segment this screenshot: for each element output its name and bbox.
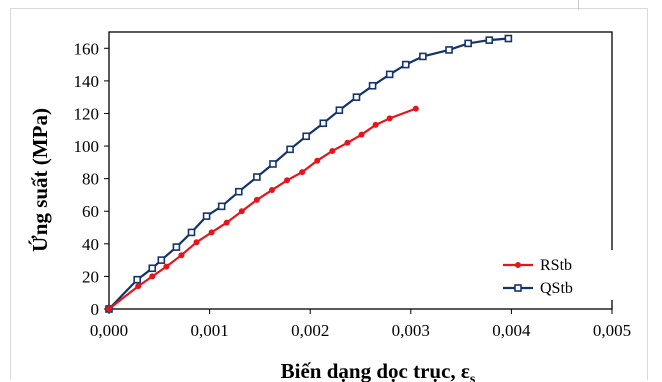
data-point (515, 262, 521, 268)
chart-frame (10, 8, 648, 380)
x-tick-label: 0,000 (90, 321, 128, 340)
data-point (368, 81, 377, 90)
y-tick-label: 40 (82, 235, 99, 254)
series-layer (105, 34, 513, 313)
x-tick-label: 0,004 (492, 321, 531, 340)
data-point (268, 187, 275, 194)
data-point (157, 256, 166, 264)
data-point (208, 229, 215, 236)
data-point (344, 139, 351, 146)
series-line (108, 107, 417, 310)
data-point (445, 46, 453, 54)
data-point (178, 252, 185, 259)
data-point (504, 34, 513, 43)
edge-mark (578, 0, 579, 10)
data-point (284, 177, 291, 184)
axes-group: 0 20 40 60 80 100 120 140 160 0,000 0,001 0,002 0,00… (74, 31, 631, 340)
data-point (172, 243, 181, 251)
y-tick-label: 20 (82, 267, 99, 286)
x-axis-title: Biến dạng dọc trục, εs (281, 359, 476, 382)
y-tick-label: 160 (74, 39, 100, 58)
legend-label: QStb (540, 280, 573, 297)
data-point (385, 70, 394, 79)
y-tick-label: 120 (74, 104, 100, 123)
data-point (106, 306, 112, 312)
legend-label: RStb (540, 257, 572, 274)
data-point (193, 239, 200, 246)
data-point (223, 219, 230, 226)
x-axis-title-main: Biến dạng dọc trục, ε (281, 359, 470, 382)
data-point (286, 145, 294, 154)
data-point (202, 212, 211, 220)
data-point (135, 283, 142, 290)
y-tick-label: 140 (74, 72, 100, 91)
data-point (464, 39, 472, 48)
data-point (253, 196, 260, 203)
data-point (412, 105, 419, 112)
data-point (217, 202, 226, 211)
x-tick-label: 0,005 (593, 321, 631, 340)
data-point (386, 115, 393, 122)
series-rstb (106, 105, 419, 312)
legend: RStb QStb (497, 250, 613, 300)
data-point (253, 173, 261, 181)
data-point (314, 157, 321, 164)
series-qstb (105, 34, 513, 313)
data-point (335, 106, 344, 115)
data-point (372, 121, 379, 128)
data-point (163, 263, 170, 270)
y-tick-label: 60 (82, 202, 99, 221)
y-axis-title: Ứng suất (MPa) (28, 108, 52, 252)
legend-entry-qstb: QStb (503, 280, 573, 297)
x-tick-label: 0,001 (190, 321, 228, 340)
x-tick-label: 0,003 (392, 321, 430, 340)
y-tick-label: 0 (91, 300, 100, 319)
plot-area-border (108, 31, 613, 310)
data-point (319, 119, 328, 128)
y-tick-label: 80 (82, 170, 99, 189)
legend-entry-rstb: RStb (503, 257, 572, 274)
data-point (401, 60, 410, 69)
data-point (485, 36, 494, 44)
data-point (302, 132, 310, 141)
data-point (514, 284, 522, 292)
data-point (133, 275, 141, 284)
data-point (149, 273, 156, 280)
data-point (419, 52, 427, 61)
series-line (108, 37, 509, 310)
data-point (352, 93, 361, 101)
data-point (358, 131, 365, 138)
data-point (329, 147, 336, 154)
x-axis-title-subscript: s (470, 372, 476, 382)
data-point (148, 264, 157, 273)
data-point (238, 208, 245, 215)
data-point (187, 228, 196, 237)
y-tick-label: 100 (74, 137, 100, 156)
data-point (299, 169, 306, 176)
x-tick-label: 0,002 (291, 321, 329, 340)
data-point (269, 160, 277, 168)
data-point (234, 187, 243, 196)
